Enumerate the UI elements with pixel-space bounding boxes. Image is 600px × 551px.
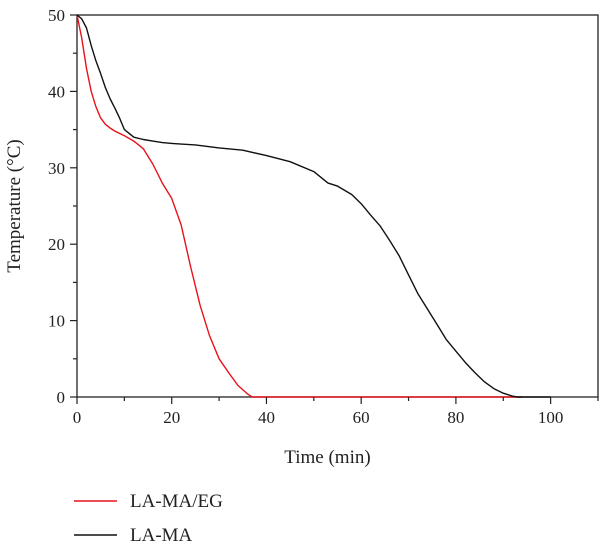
y-tick-label-10: 10 (48, 312, 65, 331)
x-tick-label-80: 80 (447, 408, 464, 427)
y-tick-label-20: 20 (48, 235, 65, 254)
y-tick-label-0: 0 (57, 388, 66, 407)
series-layer (76, 14, 551, 398)
x-axis-title: Time (min) (284, 447, 370, 468)
x-tick-label-100: 100 (538, 408, 564, 427)
series-line-la-ma-eg (76, 14, 523, 398)
y-axis-title: Temperature (°C) (4, 139, 25, 272)
series-line-la-ma (76, 14, 551, 398)
y-tick-label-30: 30 (48, 159, 65, 178)
plot-frame (76, 14, 599, 398)
legend-label-la-ma-eg: LA-MA/EG (130, 491, 223, 512)
y-tick-label-40: 40 (48, 82, 65, 101)
x-tick-label-40: 40 (258, 408, 275, 427)
axes-layer: 0 20 40 60 80 100 0 10 20 30 40 50 Time (min) Tempera… (4, 6, 599, 468)
plot-area (76, 14, 599, 398)
legend-label-la-ma: LA-MA (130, 525, 193, 546)
y-tick-label-50: 50 (48, 6, 65, 25)
legend: LA-MA/EG LA-MA (74, 491, 223, 546)
x-tick-label-60: 60 (353, 408, 370, 427)
x-tick-label-20: 20 (163, 408, 180, 427)
x-tick-label-0: 0 (73, 408, 82, 427)
